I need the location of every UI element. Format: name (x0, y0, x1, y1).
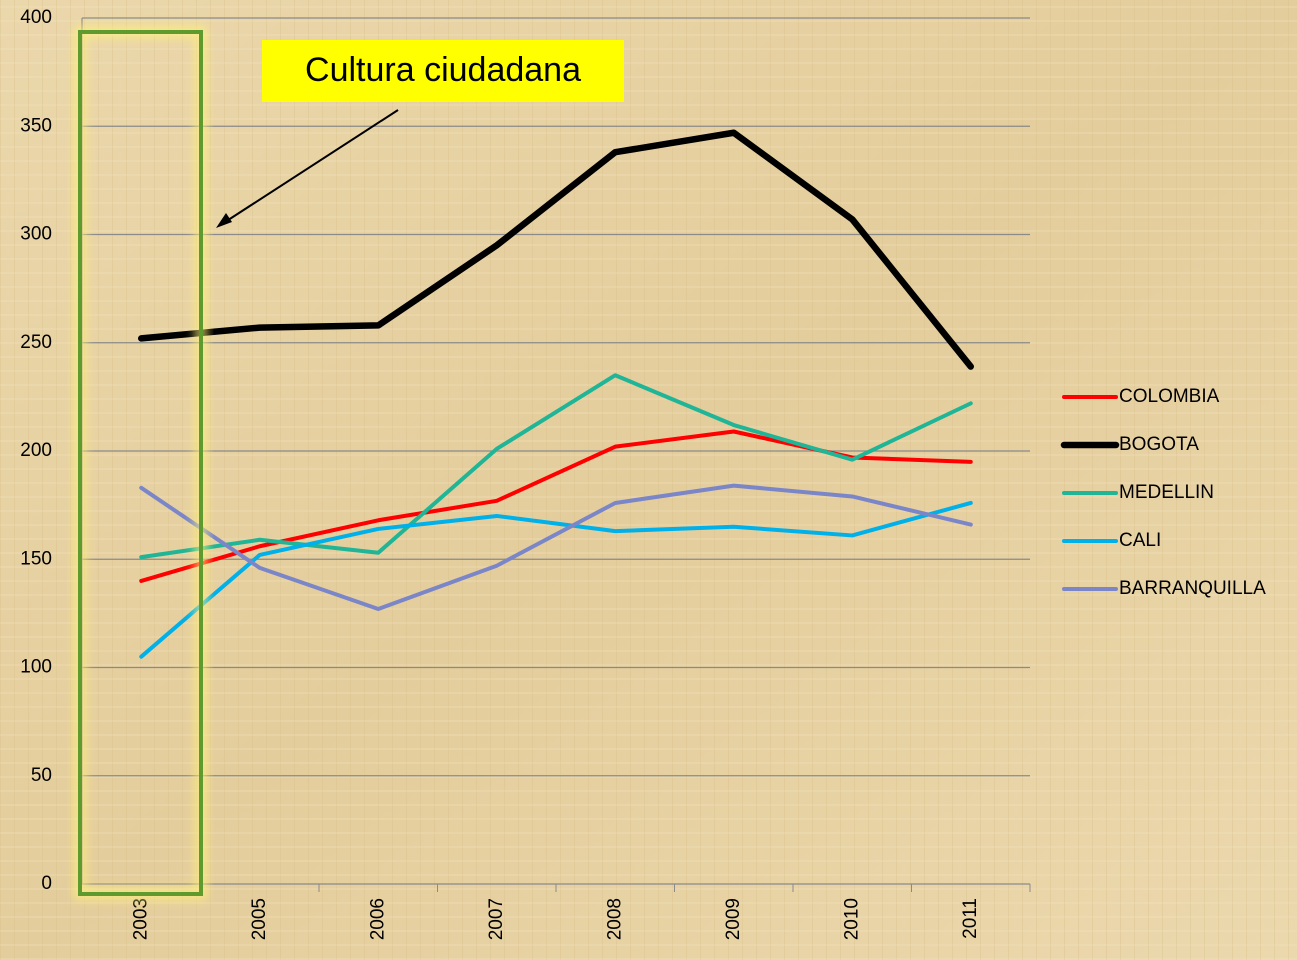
series-line (139, 483, 973, 612)
arrow-head (216, 213, 232, 228)
annotation: Cultura ciudadana (305, 51, 581, 89)
x-tick-label: 2007 (486, 898, 507, 940)
highlight-box (78, 30, 203, 896)
series-line (139, 500, 973, 659)
y-tick-label: 100 (20, 657, 52, 678)
x-tick-label: 2008 (604, 898, 625, 940)
lines: COLOMBIA BOGOTA MEDELLIN CALI BARRANQUILLA (138, 129, 1266, 659)
x-tick-label: 2005 (249, 898, 270, 940)
y-tick-label: 50 (31, 765, 52, 786)
legend-label: CALI (1119, 530, 1161, 551)
arrow-line (221, 109, 399, 225)
x-tick-label: 2011 (960, 898, 981, 939)
y-tick-label: 250 (20, 332, 52, 353)
y-tick-label: 0 (41, 873, 52, 894)
annotation-box (262, 40, 624, 102)
y-tick-label: 350 (20, 115, 52, 136)
series-line (139, 373, 973, 560)
legend-label: BOGOTA (1119, 434, 1199, 455)
y-tick-label: 400 (20, 7, 52, 28)
y-tick-label: 300 (20, 224, 52, 245)
x-tick-label: 2003 (130, 898, 151, 940)
y-tick-label: 150 (20, 548, 52, 569)
legend-label: COLOMBIA (1119, 386, 1220, 407)
series-line (138, 129, 974, 370)
x-tick-label: 2010 (841, 898, 862, 940)
y-tick-label: 200 (20, 440, 52, 461)
x-tick-label: 2006 (367, 898, 388, 940)
x-tick-label: 2009 (723, 898, 744, 940)
legend-label: BARRANQUILLA (1119, 578, 1266, 599)
legend-label: MEDELLIN (1119, 482, 1214, 503)
